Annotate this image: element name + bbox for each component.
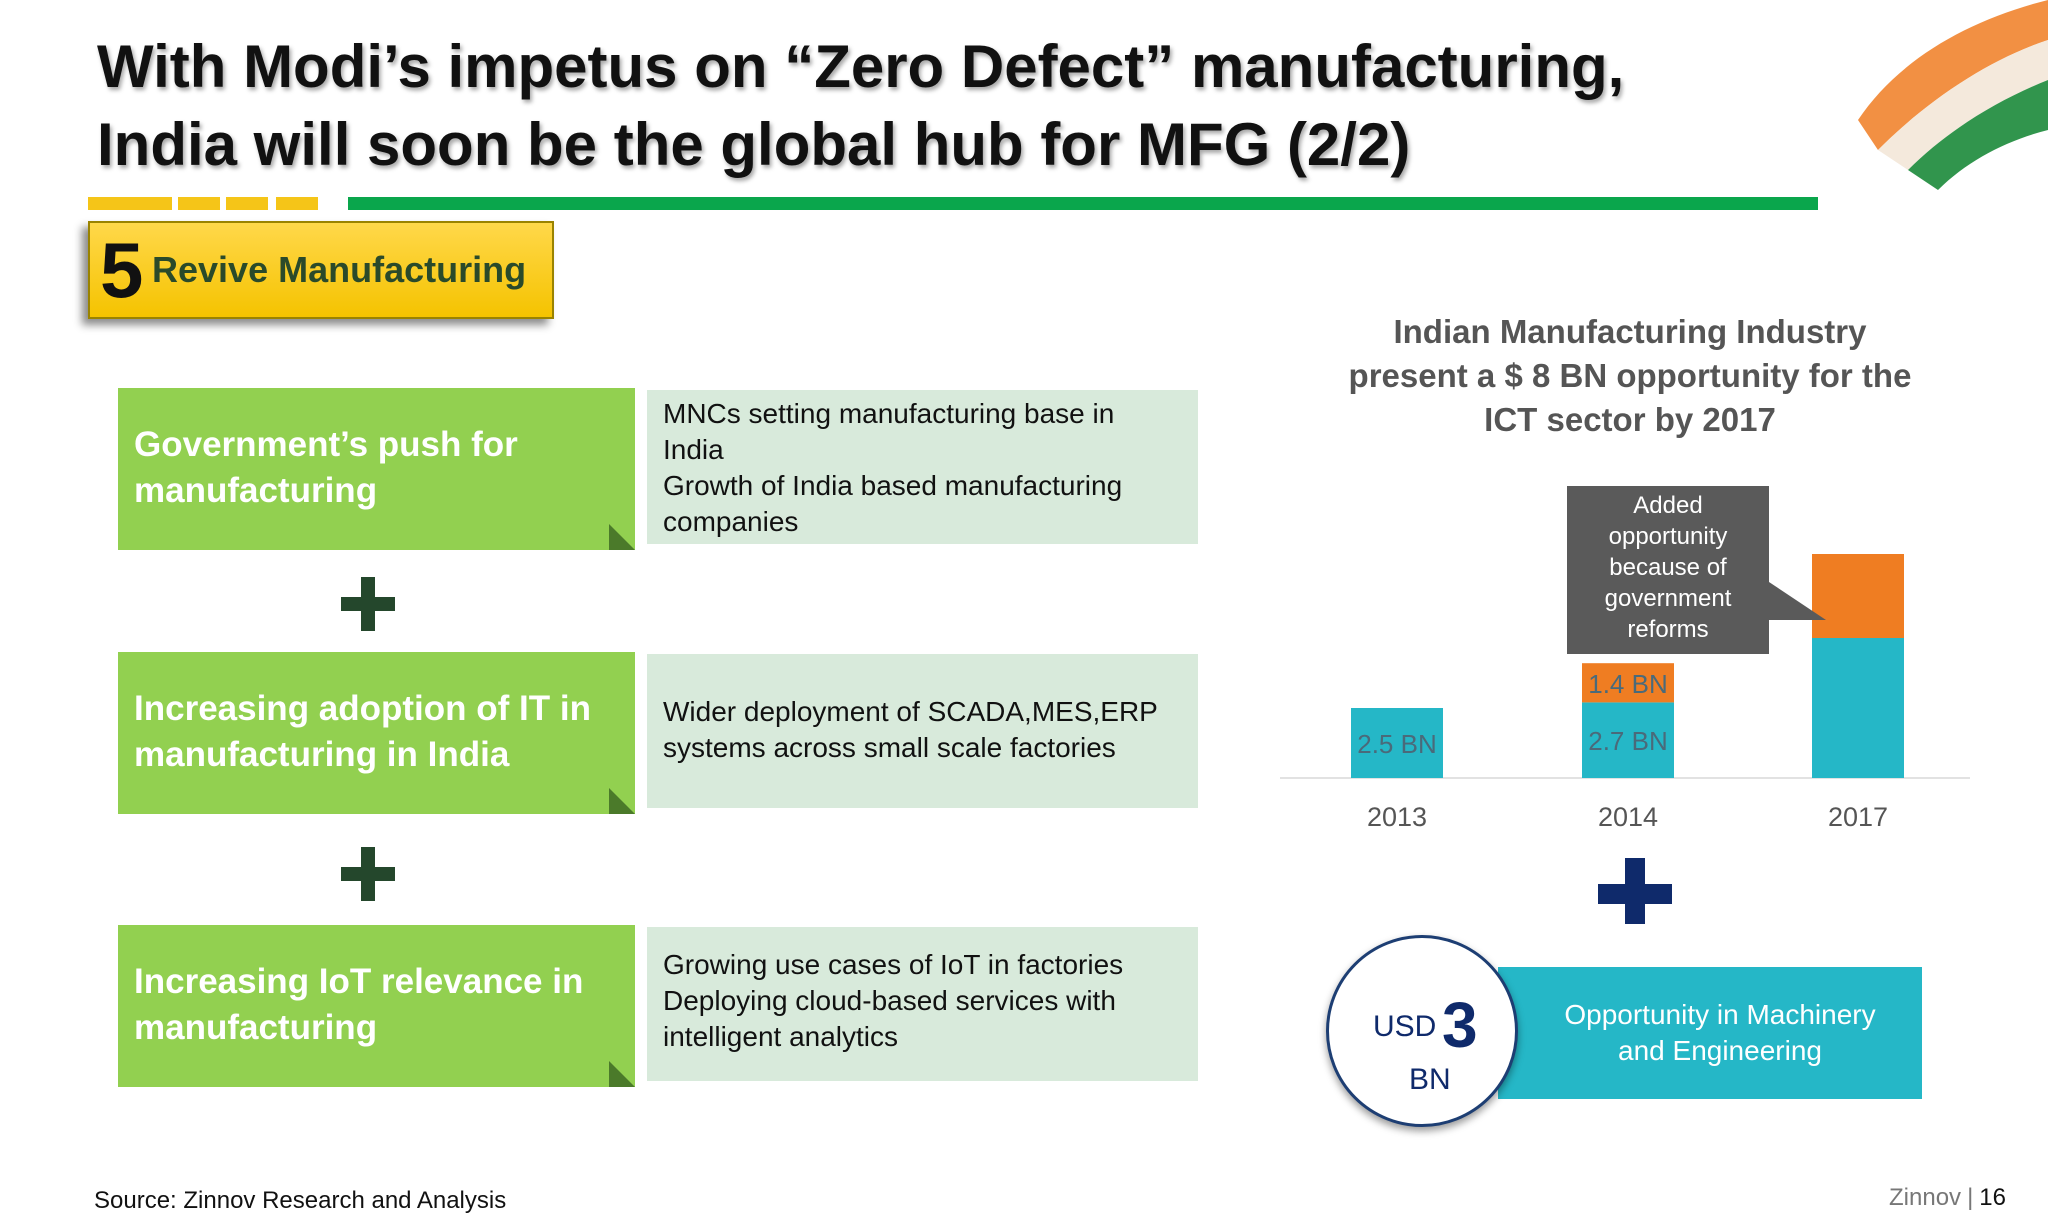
chart-title-line: ICT sector by 2017 xyxy=(1484,401,1776,438)
bar-2014-series-1 xyxy=(1582,663,1674,703)
callout-box: Added opportunity because of government … xyxy=(1567,486,1769,654)
driver-box-1: Government’s push for manufacturing xyxy=(118,388,635,550)
detail-box-3: Growing use cases of IoT in factories De… xyxy=(647,927,1198,1081)
opportunity-value-circle: USD 3 BN xyxy=(1326,935,1518,1127)
detail-line: companies xyxy=(663,506,799,537)
source-note: Source: Zinnov Research and Analysis xyxy=(94,1187,507,1214)
bar-2013-series-0 xyxy=(1351,708,1443,778)
data-label-2014-0: 2.7 BN xyxy=(1588,726,1668,756)
page-fold-decoration xyxy=(609,1061,635,1087)
page-fold-decoration xyxy=(609,788,635,814)
title-rule-yellow-4 xyxy=(276,197,318,210)
chart-title: Indian Manufacturing Industry present a … xyxy=(1320,310,1940,442)
section-badge: 5 Revive Manufacturing xyxy=(88,221,554,319)
page-fold-decoration xyxy=(609,524,635,550)
opportunity-label-line: Opportunity in Machinery xyxy=(1564,999,1876,1030)
opportunity-banner: Opportunity in Machinery and Engineering xyxy=(1498,967,1922,1099)
driver-box-2: Increasing adoption of IT in manufacturi… xyxy=(118,652,635,814)
badge-label: Revive Manufacturing xyxy=(152,249,527,290)
driver-text-1: Government’s push for manufacturing xyxy=(134,425,518,510)
opportunity-label-line: and Engineering xyxy=(1618,1035,1822,1066)
opportunity-amount: 3 xyxy=(1442,989,1478,1061)
footer-brand: Zinnov xyxy=(1889,1184,1962,1211)
badge-number: 5 xyxy=(100,226,144,314)
detail-line: Deploying cloud-based services with xyxy=(663,985,1116,1016)
x-tick-label-2017: 2017 xyxy=(1828,802,1888,832)
title-line-1: With Modi’s impetus on “Zero Defect” man… xyxy=(97,33,1625,100)
page-number: 16 xyxy=(1979,1184,2006,1211)
title-line-2: India will soon be the global hub for MF… xyxy=(97,111,1411,178)
callout-line: because of xyxy=(1609,554,1727,581)
footer: Zinnov | 16 xyxy=(1889,1184,2006,1211)
x-tick-label-2013: 2013 xyxy=(1367,802,1427,832)
title-rule-yellow-3 xyxy=(226,197,268,210)
detail-line: Growing use cases of IoT in factories xyxy=(663,949,1124,980)
driver-text-3: Increasing IoT relevance in manufacturin… xyxy=(134,962,584,1047)
detail-line: Growth of India based manufacturing xyxy=(663,470,1123,501)
indian-flag-decoration xyxy=(1858,0,2048,190)
chart-title-line: present a $ 8 BN opportunity for the xyxy=(1348,357,1912,394)
callout-line: reforms xyxy=(1627,616,1709,643)
page-title: With Modi’s impetus on “Zero Defect” man… xyxy=(97,28,1777,184)
x-tick-label-2014: 2014 xyxy=(1598,802,1658,832)
title-rule-green xyxy=(348,197,1818,210)
unit-label: BN xyxy=(1409,1063,1451,1096)
bar-2017-series-0 xyxy=(1812,638,1904,778)
title-rule-yellow-2 xyxy=(178,197,220,210)
detail-line: Wider deployment of SCADA,MES,ERP xyxy=(663,696,1158,727)
data-label-2013-0: 2.5 BN xyxy=(1357,729,1437,759)
detail-box-1: MNCs setting manufacturing base in India… xyxy=(647,390,1198,544)
detail-line: MNCs setting manufacturing base in xyxy=(663,398,1115,429)
driver-box-3: Increasing IoT relevance in manufacturin… xyxy=(118,925,635,1087)
data-label-2014-1: 1.4 BN xyxy=(1588,669,1668,699)
ict-opportunity-chart: 2.5 BN 2013 2.7 BN 1.4 BN 2014 2017 xyxy=(1280,554,1970,832)
callout-line: government xyxy=(1604,585,1732,612)
detail-box-2: Wider deployment of SCADA,MES,ERP system… xyxy=(647,654,1198,808)
detail-line: systems across small scale factories xyxy=(663,732,1116,763)
bar-2017-series-1 xyxy=(1812,554,1904,638)
title-rule-yellow-1 xyxy=(88,197,172,210)
chart-title-line: Indian Manufacturing Industry xyxy=(1393,313,1867,350)
bar-2014-series-0 xyxy=(1582,702,1674,778)
currency-label: USD xyxy=(1373,1010,1437,1043)
callout-line: opportunity xyxy=(1608,523,1728,550)
detail-line: India xyxy=(663,434,724,465)
driver-text-2: Increasing adoption of IT in manufacturi… xyxy=(134,689,591,774)
callout-pointer xyxy=(1766,580,1826,620)
callout-line: Added xyxy=(1633,492,1703,519)
detail-line: intelligent analytics xyxy=(663,1021,899,1052)
